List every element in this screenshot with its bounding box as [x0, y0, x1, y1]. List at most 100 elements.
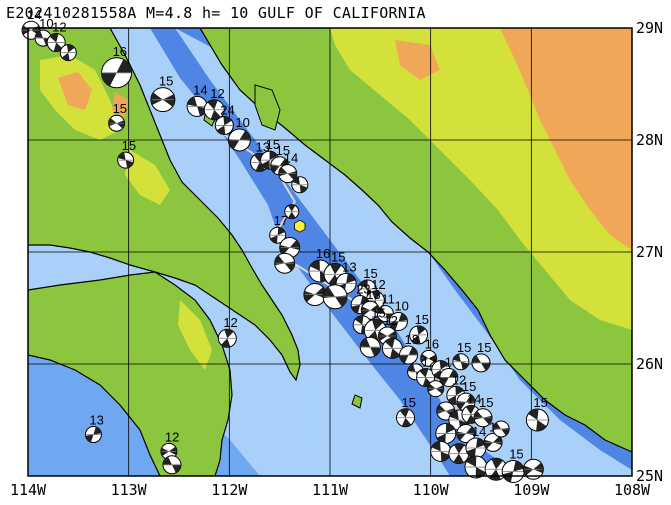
focal-mechanism: [322, 284, 348, 310]
focal-mechanism: 10: [227, 115, 251, 152]
beachball-compression: [270, 158, 289, 173]
focal-mechanism: 15: [473, 395, 493, 428]
mechanism-label: 15: [113, 101, 127, 116]
beachball-compression: [292, 176, 308, 193]
beachball-compression: [523, 462, 544, 476]
beachball-compression: [448, 386, 464, 405]
island-south: [351, 394, 363, 409]
focal-mechanism: [303, 283, 327, 307]
focal-mechanism: [381, 337, 403, 359]
mechanism-label: 13: [366, 287, 380, 302]
focal-mechanism: [59, 44, 77, 62]
focal-mechanism: 14: [465, 424, 487, 459]
focal-mechanism: 14: [278, 151, 298, 184]
baja-orange-terrain: [58, 72, 128, 118]
mechanism-label: 12: [371, 277, 385, 292]
tiburon-island: [254, 84, 281, 131]
focal-mechanism: 18: [399, 332, 419, 365]
mechanism-label: 10: [394, 298, 408, 313]
beachball-compression: [101, 59, 132, 87]
focal-mechanism: [284, 204, 300, 220]
beachball-compression: [389, 313, 408, 330]
mechanism-label: 23: [356, 282, 370, 297]
beachball-compression: [303, 287, 326, 303]
mechanism-label: 10: [235, 115, 249, 130]
mechanism-label: 15: [363, 266, 377, 281]
beachball-compression: [399, 346, 418, 364]
lat-tick-label: 25N: [636, 467, 663, 485]
focal-mechanism: [162, 455, 182, 475]
focal-mechanism: 15: [471, 340, 491, 373]
focal-mechanism: 14: [186, 82, 208, 117]
focal-mechanism: 10: [388, 298, 409, 331]
focal-mechanism: [291, 176, 309, 194]
mechanism-label: 15: [159, 74, 173, 89]
focal-mechanism: [359, 336, 381, 358]
focal-mechanism: 17: [269, 213, 288, 244]
lat-tick-label: 26N: [636, 355, 663, 373]
focal-mechanism: 15: [117, 138, 136, 169]
mechanism-label: 15: [415, 312, 429, 327]
mechanism-label: 15: [122, 138, 136, 153]
focal-mechanism: 12: [203, 86, 225, 121]
beachball-compression: [49, 33, 63, 52]
focal-mechanism: 24: [214, 102, 235, 135]
mechanism-label: 17: [274, 213, 288, 228]
beachball-compression: [150, 92, 175, 107]
lon-tick-label: 112W: [211, 481, 248, 499]
focal-mechanism: [430, 440, 452, 462]
beachball-compression: [360, 338, 381, 357]
lon-tick-label: 109W: [513, 481, 550, 499]
focal-mechanism: 16: [101, 44, 133, 89]
focal-mechanism: [435, 422, 457, 444]
focal-mechanism: 15: [501, 447, 525, 484]
mechanism-label: 15: [402, 395, 416, 410]
focal-mechanism: 15: [452, 340, 471, 371]
focal-mechanism: 11: [376, 292, 395, 323]
focal-mechanism: 12: [365, 277, 386, 310]
baja-yellow-terrain: [40, 55, 212, 370]
focal-mechanism: [274, 252, 296, 274]
mechanism-label: 13: [89, 413, 103, 428]
focal-mechanism: 15: [260, 137, 280, 170]
beachball-compression: [221, 329, 234, 348]
beachball-compression: [456, 426, 475, 441]
focal-mechanism: 15: [108, 101, 127, 132]
mechanism-label: 13: [256, 139, 270, 154]
beachball-compression: [61, 44, 75, 61]
mechanism-label: 14: [27, 7, 41, 22]
lon-tick-label: 114W: [10, 481, 47, 499]
mechanism-label: 13: [342, 259, 356, 274]
mechanism-label: 18: [405, 332, 419, 347]
mechanism-label: 16: [425, 336, 439, 351]
mechanism-label: 15: [276, 143, 290, 158]
beachball-compression: [187, 96, 207, 116]
axis-labels: 114W 113W 112W 111W 110W 109W 108W 29N 28N 27N 26N…: [10, 19, 663, 499]
focal-mechanism: 15: [525, 395, 549, 432]
focal-mechanism: 15: [270, 143, 290, 176]
focal-mechanism: [427, 380, 445, 398]
map-title: E202410281558A M=4.8 h= 10 GULF OF CALIF…: [6, 4, 426, 22]
focal-mechanism: 12: [217, 315, 238, 348]
mechanism-label: 16: [113, 44, 127, 59]
mechanism-label: 14: [472, 424, 486, 439]
beachball-compression: [207, 99, 221, 120]
beachball-compression: [465, 405, 476, 424]
map-frame: [27, 27, 633, 477]
mechanism-label: 15: [533, 395, 547, 410]
mechanism-label: 14: [284, 151, 298, 166]
beachball-compression: [431, 441, 450, 462]
mechanism-label: 15: [462, 379, 476, 394]
lon-tick-label: 113W: [111, 481, 148, 499]
beachball-compression: [466, 438, 486, 458]
mechanism-label: 15: [477, 340, 491, 355]
beachball-compression: [163, 456, 181, 473]
focal-mechanism: 12: [377, 313, 398, 346]
beachball-compression: [361, 304, 380, 316]
mechanism-label: 12: [52, 20, 66, 35]
mechanism-label: 16: [316, 246, 330, 261]
focal-mechanism: 15: [396, 395, 416, 428]
focal-mechanism: 16: [420, 336, 439, 367]
